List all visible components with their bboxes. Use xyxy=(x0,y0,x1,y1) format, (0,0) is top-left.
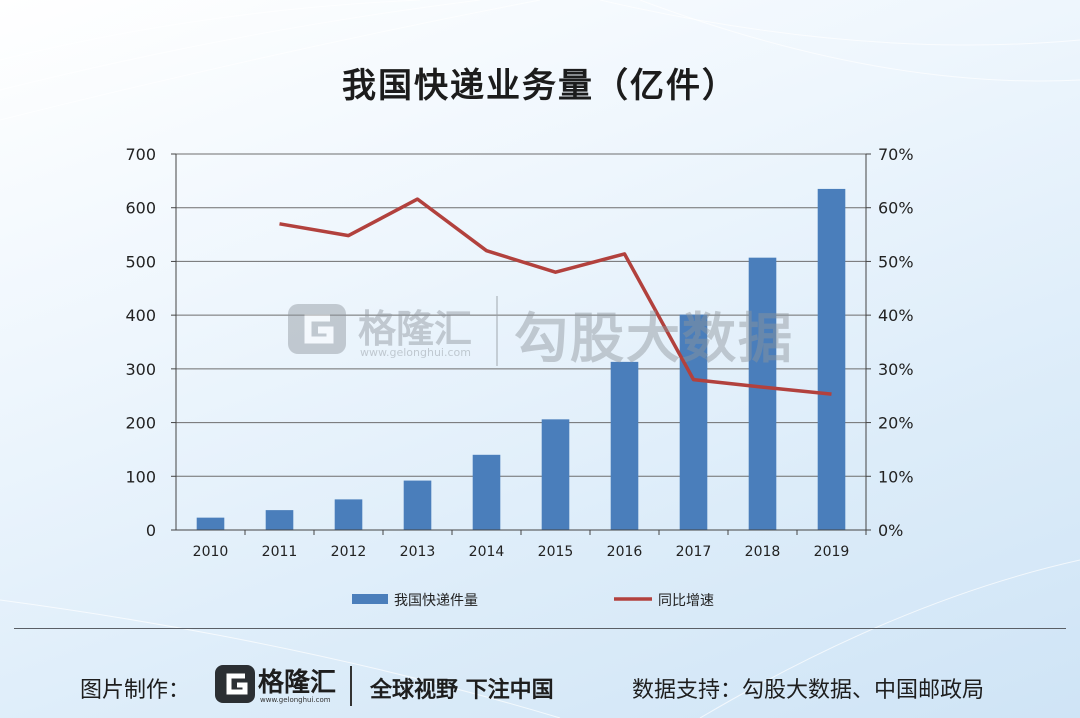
x-tick-label: 2012 xyxy=(331,544,367,560)
x-tick-label: 2014 xyxy=(469,544,505,560)
x-tick-label: 2017 xyxy=(676,544,712,560)
y-left-tick-label: 0 xyxy=(146,521,156,540)
y-right-tick-label: 70% xyxy=(878,145,914,164)
footer-data-source: 数据支持：勾股大数据、中国邮政局 xyxy=(632,678,985,703)
growth-rate-line xyxy=(279,197,832,396)
axes: 0 100 200 300 400 500 600 700 0% 10% 20% 30% 40% 50% 6… xyxy=(125,145,913,560)
y-left-tick-label: 400 xyxy=(125,306,156,325)
y-left-tick-label: 300 xyxy=(125,360,156,379)
x-tick-label: 2019 xyxy=(814,544,850,560)
x-tick-label: 2013 xyxy=(400,544,436,560)
watermark-source: 勾股大数据 xyxy=(514,307,794,370)
footer-divider xyxy=(14,628,1066,629)
footer-brand: 格隆汇 xyxy=(258,668,337,698)
y-left-tick-label: 100 xyxy=(125,467,156,486)
footer-separator xyxy=(350,666,352,706)
y-left-tick-label: 700 xyxy=(125,145,156,164)
legend-line-label: 同比增速 xyxy=(658,593,714,609)
bar xyxy=(817,188,846,530)
bar xyxy=(403,480,432,530)
y-right-tick-label: 40% xyxy=(878,306,914,325)
gelonghui-logo-icon xyxy=(288,304,346,354)
bar xyxy=(541,419,570,530)
footer-url: www.gelonghui.com xyxy=(260,696,331,704)
bar-series xyxy=(196,188,846,530)
y-right-tick-label: 0% xyxy=(878,521,903,540)
y-left-tick-label: 600 xyxy=(125,199,156,218)
footer-label: 图片制作： xyxy=(80,678,191,703)
x-tick-label: 2011 xyxy=(262,544,298,560)
footer: 图片制作： 格隆汇 www.gelonghui.com 全球视野 下注中国 数据… xyxy=(0,650,1080,710)
gelonghui-footer-logo-icon xyxy=(215,665,255,703)
bar xyxy=(334,499,363,530)
y-right-tick-label: 10% xyxy=(878,467,914,486)
line-series xyxy=(279,197,832,396)
x-tick-label: 2016 xyxy=(607,544,643,560)
legend-bar-label: 我国快递件量 xyxy=(394,593,478,609)
bar xyxy=(748,257,777,530)
y-left-tick-label: 500 xyxy=(125,252,156,271)
watermark-divider xyxy=(496,296,498,366)
bar xyxy=(610,361,639,530)
watermark-url: www.gelonghui.com xyxy=(360,346,471,359)
x-tick-label: 2010 xyxy=(193,544,229,560)
bar xyxy=(679,314,708,530)
y-right-tick-label: 60% xyxy=(878,199,914,218)
footer-slogan: 全球视野 下注中国 xyxy=(370,678,554,703)
y-right-tick-label: 30% xyxy=(878,360,914,379)
x-tick-label: 2015 xyxy=(538,544,574,560)
y-left-tick-label: 200 xyxy=(125,414,156,433)
chart-title: 我国快递业务量（亿件） xyxy=(342,66,738,106)
y-right-tick-label: 20% xyxy=(878,414,914,433)
bar xyxy=(265,510,294,530)
legend: 我国快递件量 同比增速 xyxy=(352,593,714,609)
watermark-brand: 格隆汇 xyxy=(358,307,473,351)
bar xyxy=(472,454,501,530)
y-right-tick-label: 50% xyxy=(878,252,914,271)
bar xyxy=(196,517,225,530)
watermark: 格隆汇 www.gelonghui.com 勾股大数据 xyxy=(286,296,816,370)
x-tick-label: 2018 xyxy=(745,544,781,560)
legend-bar-swatch xyxy=(352,594,388,604)
